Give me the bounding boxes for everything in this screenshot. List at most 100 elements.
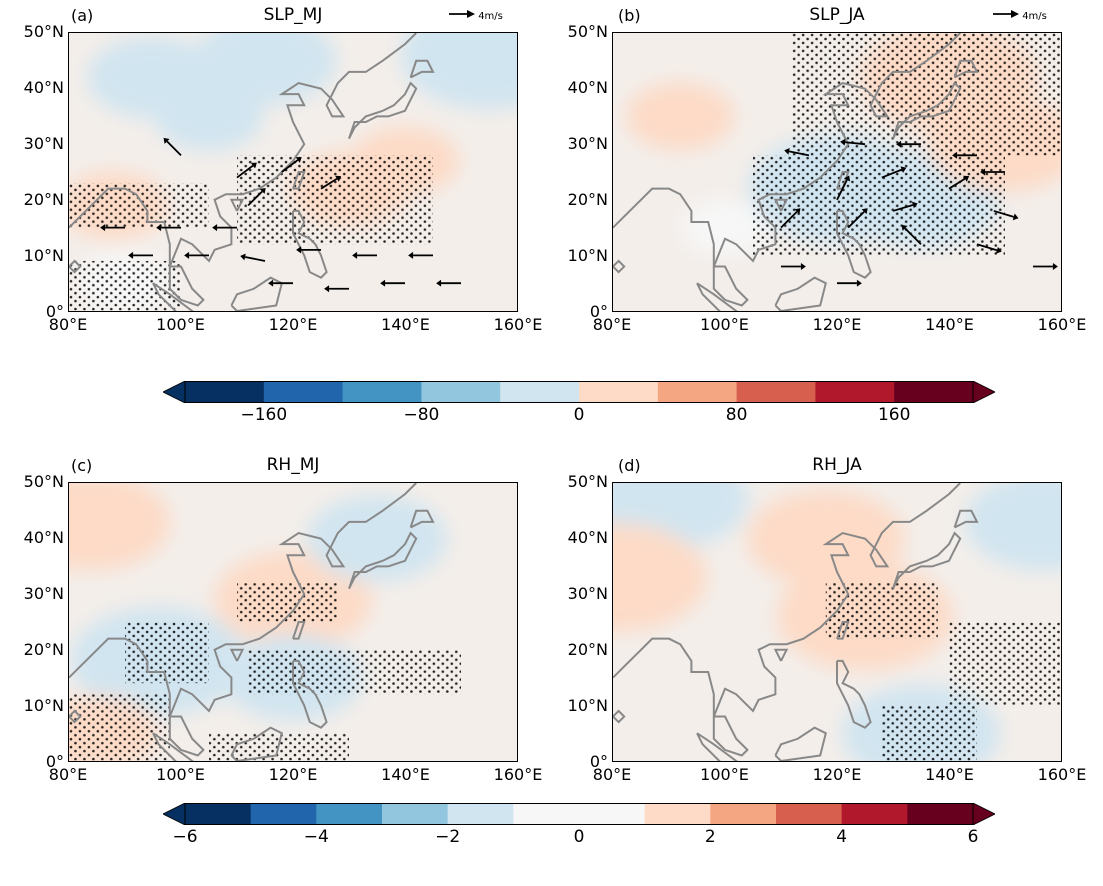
panel-a-title: SLP_MJ (263, 5, 323, 25)
colorbar-segment-2 (316, 803, 383, 825)
colorbar-tick-label: −160 (240, 405, 288, 425)
panel-b-label: (b) (618, 6, 641, 25)
colorbar-outline (184, 803, 974, 825)
wind-vector-3 (952, 151, 977, 159)
coastline-6 (712, 715, 749, 757)
coastline-0 (712, 33, 961, 267)
coastline-9 (69, 637, 171, 717)
x-tick-label: 80°E (592, 765, 632, 784)
coastline-5 (292, 659, 328, 729)
wind-vector-4 (980, 168, 1005, 176)
coastline-4 (773, 648, 789, 662)
y-tick-label: 30°N (567, 134, 608, 153)
x-tick-label: 160°E (1037, 315, 1087, 334)
colorbar-segment-9 (776, 803, 843, 825)
coastline-3 (292, 171, 306, 190)
coastline-1 (892, 81, 962, 140)
y-tick-label: 20°N (23, 190, 64, 209)
colorbar-outline (184, 381, 974, 403)
wind-vector-5 (408, 251, 433, 259)
y-tick-label: 50°N (23, 22, 64, 41)
wind-vector-16 (837, 279, 862, 287)
anomaly-contour-2-1 (964, 483, 1061, 571)
panel-d-label: (d) (618, 456, 641, 475)
wind-vector-13 (236, 162, 257, 179)
wind-vector-10 (881, 166, 907, 179)
x-tick-label: 140°E (925, 765, 974, 784)
coastline-4 (229, 198, 245, 212)
colorbar-tick-label: 0 (573, 827, 585, 847)
y-tick-label: 20°N (567, 190, 608, 209)
significance-stipple-1 (881, 705, 977, 761)
wind-vector-9 (780, 208, 801, 229)
colorbar-segment-8 (710, 803, 777, 825)
colorbar-segment-5 (579, 381, 659, 403)
y-tick-label: 10°N (23, 696, 64, 715)
colorbar-min-extend (162, 380, 186, 404)
anomaly-contour-3-1 (625, 82, 735, 151)
y-tick-label: 40°N (567, 78, 608, 97)
coastline-6 (168, 265, 205, 307)
significance-stipple-2 (949, 622, 1061, 706)
coastline-8 (774, 276, 827, 311)
x-tick-label: 80°E (48, 315, 88, 334)
slp-mj-field (69, 33, 517, 311)
significance-stipple-0 (825, 583, 938, 639)
wind-vector-1 (840, 138, 866, 146)
coastline-8 (774, 726, 827, 761)
x-tick-label: 100°E (156, 765, 205, 784)
colorbar-tick-label: 0 (573, 405, 585, 425)
coastline-2 (409, 59, 435, 79)
y-tick-label: 10°N (567, 246, 608, 265)
colorbar-tick-label: −4 (303, 827, 329, 847)
y-tick-label: 20°N (23, 640, 64, 659)
coastline-10 (613, 259, 626, 274)
anomaly-contour-2-1 (69, 483, 171, 571)
colorbar-segment-0 (185, 381, 265, 403)
colorbar-segment-2 (342, 381, 422, 403)
panel-c-label: (c) (71, 456, 93, 475)
map-panel-rh-mj (68, 482, 518, 762)
wind-vector-0 (128, 251, 153, 259)
panel-a-label: (a) (71, 6, 94, 25)
x-tick-label: 140°E (381, 765, 430, 784)
wind-vector-12 (993, 210, 1019, 221)
panel-a-ref-label: 4m/s (478, 11, 503, 22)
x-tick-label: 120°E (268, 765, 318, 784)
coastline-3 (836, 171, 850, 190)
coastline-6 (712, 265, 749, 307)
colorbar-segment-0 (185, 803, 252, 825)
coastline-9 (613, 637, 715, 717)
x-tick-label: 80°E (592, 315, 632, 334)
wind-vector-5 (836, 175, 851, 201)
coastline-0 (168, 33, 417, 267)
ref-arrow-icon (449, 10, 475, 18)
significance-stipple-1 (237, 155, 433, 245)
coastline-6 (168, 715, 205, 757)
coastline-5 (836, 209, 872, 279)
coastline-0 (712, 483, 961, 717)
x-tick-label: 160°E (493, 315, 543, 334)
wind-vector-15 (320, 175, 342, 190)
x-tick-label: 140°E (925, 315, 974, 334)
wind-vector-10 (380, 279, 405, 287)
colorbar-slp (162, 380, 996, 404)
colorbar-tick-label: 2 (704, 827, 716, 847)
coastline-2 (953, 509, 979, 529)
wind-vector-2 (240, 253, 266, 262)
panel-b-ref-label: 4m/s (1022, 11, 1047, 22)
wind-vector-1 (184, 251, 209, 259)
anomaly-contour-5-1 (682, 200, 768, 256)
y-tick-label: 40°N (23, 78, 64, 97)
wind-vector-16 (247, 187, 266, 206)
coastline-10 (69, 259, 82, 274)
colorbar-segment-11 (907, 803, 974, 825)
coastline-7 (152, 282, 194, 311)
panel-b-title: SLP_JA (809, 5, 865, 25)
wind-vector-13 (1033, 263, 1058, 270)
colorbar-tick-label: 80 (725, 405, 748, 425)
y-tick-label: 50°N (567, 22, 608, 41)
y-tick-label: 0° (45, 302, 64, 321)
wind-vector-17 (163, 137, 182, 156)
rh-mj-field (69, 483, 461, 761)
